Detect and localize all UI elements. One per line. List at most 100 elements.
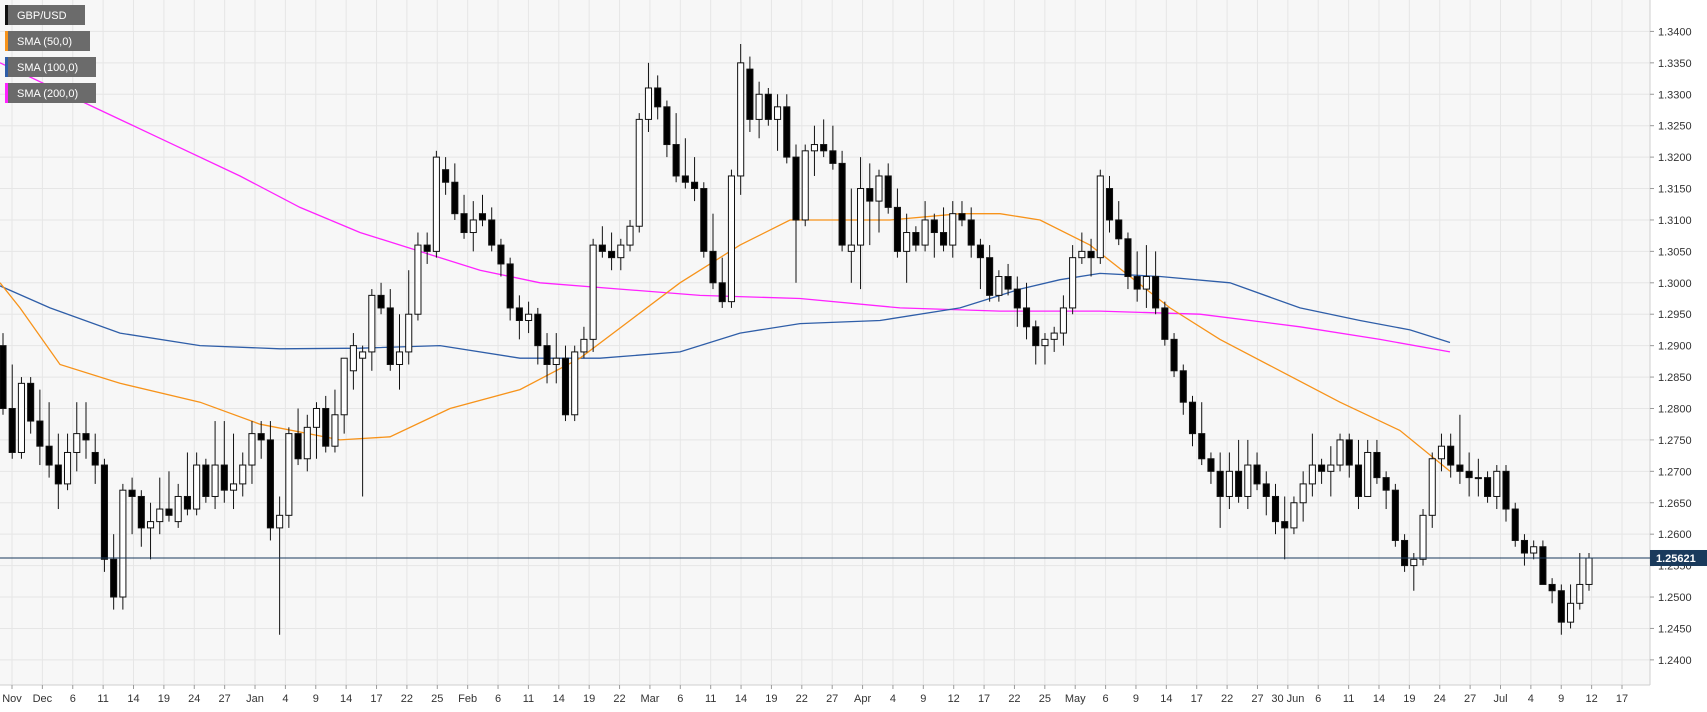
candle-body xyxy=(829,150,837,164)
candle-body xyxy=(986,257,994,296)
candle xyxy=(1207,452,1215,484)
candle-body xyxy=(543,345,551,365)
x-tick-label: 19 xyxy=(158,693,170,705)
candle xyxy=(460,194,468,239)
candle-body xyxy=(930,219,938,234)
candle xyxy=(497,238,505,277)
candle-body xyxy=(91,451,99,466)
candle xyxy=(156,477,164,535)
candle xyxy=(1345,433,1353,478)
candle-body xyxy=(257,433,265,441)
x-tick-label: 22 xyxy=(796,693,808,705)
candle-body xyxy=(746,68,754,120)
candle xyxy=(1318,458,1326,484)
candle xyxy=(359,345,367,497)
x-tick-label: 9 xyxy=(313,693,319,705)
candle-body xyxy=(1253,464,1261,485)
candle-body xyxy=(359,351,367,359)
candle xyxy=(949,201,957,258)
y-tick-label: 1.2450 xyxy=(1658,623,1692,635)
x-tick-label: Jul xyxy=(1493,693,1507,705)
candle xyxy=(1327,446,1335,497)
candle xyxy=(1447,433,1455,478)
candle xyxy=(1041,333,1049,365)
candle-body xyxy=(976,244,984,259)
candle-body xyxy=(82,433,90,441)
candle-body xyxy=(451,181,459,215)
candle xyxy=(1078,232,1086,264)
candle-body xyxy=(1216,470,1224,497)
candle-body xyxy=(1124,238,1132,278)
candle-body xyxy=(663,106,671,146)
x-tick-label: 6 xyxy=(677,693,683,705)
candle-body xyxy=(893,206,901,252)
candle-body xyxy=(1548,583,1556,592)
candle xyxy=(866,163,874,246)
candle xyxy=(1576,553,1584,610)
candle xyxy=(847,188,855,283)
candle-body xyxy=(423,244,431,252)
candle xyxy=(534,307,542,365)
candle-body xyxy=(1364,451,1372,497)
x-tick-label: 6 xyxy=(495,693,501,705)
candle-body xyxy=(1308,464,1316,485)
candle-body xyxy=(1336,439,1344,466)
candle xyxy=(82,402,90,459)
candle-body xyxy=(921,219,929,246)
legend-item: SMA (50,0) xyxy=(5,31,90,51)
candle-body xyxy=(8,407,16,453)
y-tick-label: 1.2400 xyxy=(1658,655,1692,667)
x-tick-label: 11 xyxy=(1343,693,1354,705)
candle-body xyxy=(146,521,155,529)
x-tick-label: 22 xyxy=(1008,693,1020,705)
candle-body xyxy=(626,225,634,246)
x-tick-label: 14 xyxy=(127,693,139,705)
candle xyxy=(1373,439,1381,484)
candle xyxy=(1502,465,1510,522)
candle-body xyxy=(276,514,284,529)
x-tick-label: 27 xyxy=(1251,693,1263,705)
candle-body xyxy=(414,244,422,315)
legend-box xyxy=(5,57,96,77)
candle-body xyxy=(995,276,1003,296)
x-tick-label: Feb xyxy=(458,693,477,705)
sma-100-line xyxy=(0,272,1451,359)
candle xyxy=(976,238,984,290)
candle-body xyxy=(1050,332,1058,340)
candle xyxy=(1170,333,1178,378)
candle-body xyxy=(1290,502,1298,529)
candle-body xyxy=(432,156,440,252)
candle xyxy=(229,433,238,510)
candle-body xyxy=(183,495,191,510)
candle-body xyxy=(1059,307,1067,334)
candle-body xyxy=(36,420,44,447)
candle xyxy=(276,496,284,635)
candle-body xyxy=(820,144,828,152)
candle xyxy=(1115,201,1123,246)
candle xyxy=(838,150,846,252)
candle-body xyxy=(137,495,145,529)
candle-body xyxy=(1188,401,1197,435)
x-tick-label: 11 xyxy=(523,693,534,705)
candle xyxy=(1557,584,1565,635)
candle-body xyxy=(571,351,579,416)
candle xyxy=(220,421,228,503)
candle-body xyxy=(783,106,791,158)
candle xyxy=(1493,465,1501,510)
x-tick-label: 4 xyxy=(890,693,896,705)
candle xyxy=(829,125,837,170)
candle-body xyxy=(322,407,330,447)
candle xyxy=(36,389,44,466)
candle-body xyxy=(1456,464,1464,472)
candle xyxy=(912,226,920,252)
candle xyxy=(146,502,155,560)
legend-swatch xyxy=(5,57,8,77)
candle-body xyxy=(100,464,108,560)
x-tick-label: 14 xyxy=(340,693,352,705)
candle xyxy=(1013,276,1021,327)
candle xyxy=(442,157,450,195)
x-tick-label: 6 xyxy=(1315,693,1321,705)
y-tick-label: 1.2850 xyxy=(1658,372,1692,384)
candle-body xyxy=(17,382,25,453)
